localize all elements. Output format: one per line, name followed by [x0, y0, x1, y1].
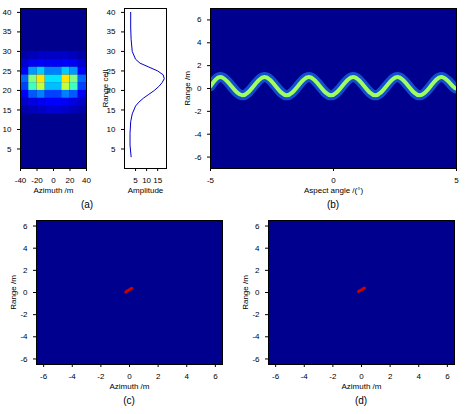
svg-text:4: 4: [185, 372, 190, 381]
svg-text:Range cell: Range cell: [101, 69, 110, 107]
svg-text:40: 40: [3, 8, 12, 17]
svg-text:4: 4: [23, 244, 28, 253]
html-text:(c): (c): [123, 395, 135, 406]
svg-text:-2: -2: [194, 107, 202, 116]
svg-text:Amplitude: Amplitude: [128, 186, 164, 195]
svg-text:-40: -40: [15, 176, 27, 185]
svg-text:6: 6: [213, 372, 218, 381]
svg-text:0: 0: [51, 176, 56, 185]
svg-text:Azimuth /m: Azimuth /m: [109, 382, 149, 391]
svg-text:30: 30: [107, 47, 116, 56]
svg-text:15: 15: [153, 176, 162, 185]
svg-text:4: 4: [255, 244, 260, 253]
svg-text:0: 0: [255, 288, 260, 297]
svg-text:-6: -6: [194, 153, 202, 162]
svg-text:-2: -2: [329, 372, 337, 381]
svg-text:4: 4: [197, 38, 202, 47]
svg-text:Azimuth /m: Azimuth /m: [341, 382, 381, 391]
svg-text:30: 30: [3, 47, 12, 56]
html-text:(d): (d): [354, 395, 368, 406]
svg-text:-5: -5: [207, 176, 215, 185]
svg-text:15: 15: [3, 106, 12, 115]
svg-text:Range /m: Range /m: [183, 71, 192, 106]
svg-text:35: 35: [107, 27, 116, 36]
svg-text:-4: -4: [20, 332, 28, 341]
svg-text:6: 6: [197, 15, 202, 24]
svg-text:0: 0: [331, 176, 336, 185]
svg-text:-4: -4: [252, 332, 260, 341]
svg-text:-4: -4: [194, 130, 202, 139]
svg-text:10: 10: [107, 125, 116, 134]
svg-text:0: 0: [359, 372, 364, 381]
html-text:(b): (b): [326, 199, 340, 210]
svg-text:Aspect angle /(°): Aspect angle /(°): [304, 186, 364, 195]
svg-text:10: 10: [3, 125, 12, 134]
svg-text:Range /m: Range /m: [241, 275, 250, 310]
svg-text:-4: -4: [301, 372, 309, 381]
svg-text:5: 5: [7, 145, 12, 154]
svg-text:-2: -2: [97, 372, 105, 381]
svg-text:-2: -2: [252, 310, 260, 319]
svg-text:2: 2: [197, 61, 202, 70]
svg-text:20: 20: [66, 176, 75, 185]
svg-text:2: 2: [388, 372, 393, 381]
svg-text:2: 2: [255, 266, 260, 275]
svg-text:20: 20: [106, 86, 116, 95]
svg-text:2: 2: [156, 372, 161, 381]
svg-text:-2: -2: [20, 310, 28, 319]
svg-text:15: 15: [106, 105, 116, 115]
svg-text:25: 25: [3, 66, 12, 75]
svg-text:25: 25: [106, 66, 116, 76]
svg-text:6: 6: [255, 222, 260, 231]
svg-text:-6: -6: [252, 355, 260, 364]
svg-text:35: 35: [3, 27, 12, 36]
svg-text:40: 40: [107, 8, 116, 17]
html-text:(a): (a): [80, 199, 94, 210]
svg-text:10: 10: [142, 176, 151, 185]
svg-text:-20: -20: [31, 176, 43, 185]
svg-text:5: 5: [133, 176, 138, 185]
svg-text:20: 20: [3, 86, 12, 95]
svg-text:2: 2: [23, 266, 28, 275]
svg-text:6: 6: [23, 222, 28, 231]
svg-text:5: 5: [454, 176, 459, 185]
svg-text:4: 4: [417, 372, 422, 381]
svg-text:Range /m: Range /m: [9, 275, 18, 310]
svg-text:6: 6: [445, 372, 450, 381]
svg-text:Azimuth /m: Azimuth /m: [33, 186, 73, 195]
svg-text:0: 0: [127, 372, 132, 381]
svg-text:5: 5: [111, 145, 116, 154]
svg-text:0: 0: [23, 288, 28, 297]
svg-text:-4: -4: [69, 372, 77, 381]
svg-text:-6: -6: [20, 355, 28, 364]
svg-text:40: 40: [82, 176, 91, 185]
svg-text:0: 0: [197, 84, 202, 93]
svg-text:-6: -6: [40, 372, 48, 381]
svg-text:-6: -6: [272, 372, 280, 381]
